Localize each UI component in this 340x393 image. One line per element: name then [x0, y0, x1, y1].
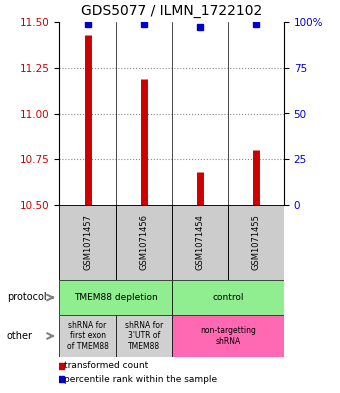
Text: control: control: [212, 293, 243, 302]
Title: GDS5077 / ILMN_1722102: GDS5077 / ILMN_1722102: [81, 4, 262, 18]
Bar: [116, 315, 172, 357]
Bar: [116, 205, 172, 280]
Bar: [59, 315, 116, 357]
Text: protocol: protocol: [7, 292, 47, 303]
Bar: [59, 205, 116, 280]
Text: GSM1071457: GSM1071457: [83, 215, 92, 270]
Text: percentile rank within the sample: percentile rank within the sample: [64, 375, 217, 384]
Text: TMEM88 depletion: TMEM88 depletion: [74, 293, 157, 302]
Text: shRNA for
3'UTR of
TMEM88: shRNA for 3'UTR of TMEM88: [124, 321, 163, 351]
Bar: [172, 280, 284, 315]
Text: transformed count: transformed count: [64, 362, 148, 371]
Text: GSM1071456: GSM1071456: [139, 215, 148, 270]
Bar: [172, 205, 228, 280]
Text: GSM1071454: GSM1071454: [195, 215, 204, 270]
Bar: [228, 205, 284, 280]
Text: shRNA for
first exon
of TMEM88: shRNA for first exon of TMEM88: [67, 321, 108, 351]
Text: GSM1071455: GSM1071455: [251, 215, 260, 270]
Text: other: other: [7, 331, 33, 341]
Bar: [59, 280, 172, 315]
Bar: [172, 315, 284, 357]
Text: non-targetting
shRNA: non-targetting shRNA: [200, 326, 256, 346]
